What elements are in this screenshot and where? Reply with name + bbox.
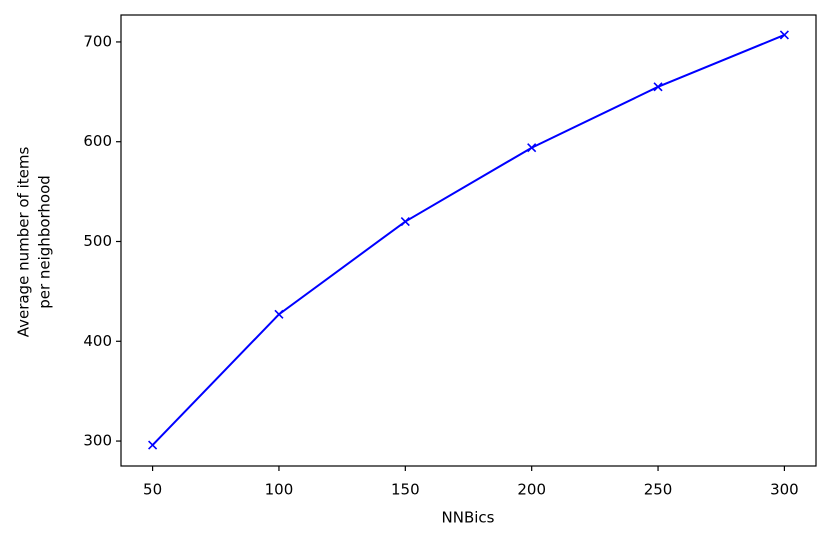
data-line	[151, 34, 785, 446]
y-tick-label: 600	[83, 132, 112, 150]
x-tick-label: 250	[644, 481, 673, 499]
y-tick-label: 400	[83, 332, 112, 350]
data-marker	[779, 30, 789, 40]
y-tick-label: 300	[83, 432, 112, 450]
y-tick-label: 500	[83, 232, 112, 250]
x-tick-label: 200	[517, 481, 546, 499]
x-tick-label: 300	[770, 481, 799, 499]
data-marker	[148, 440, 158, 450]
x-tick-label: 50	[143, 481, 162, 499]
y-axis-label: per neighborhood	[36, 175, 54, 309]
y-axis-label: Average number of items	[15, 147, 33, 338]
plot-frame	[120, 14, 817, 467]
data-marker	[527, 143, 537, 153]
y-tick-label: 700	[83, 32, 112, 50]
data-marker	[274, 309, 284, 319]
x-tick-label: 100	[265, 481, 294, 499]
x-tick-label: 150	[391, 481, 420, 499]
data-marker	[400, 216, 410, 227]
x-axis-label: NNBics	[442, 509, 495, 527]
data-marker	[653, 82, 663, 92]
